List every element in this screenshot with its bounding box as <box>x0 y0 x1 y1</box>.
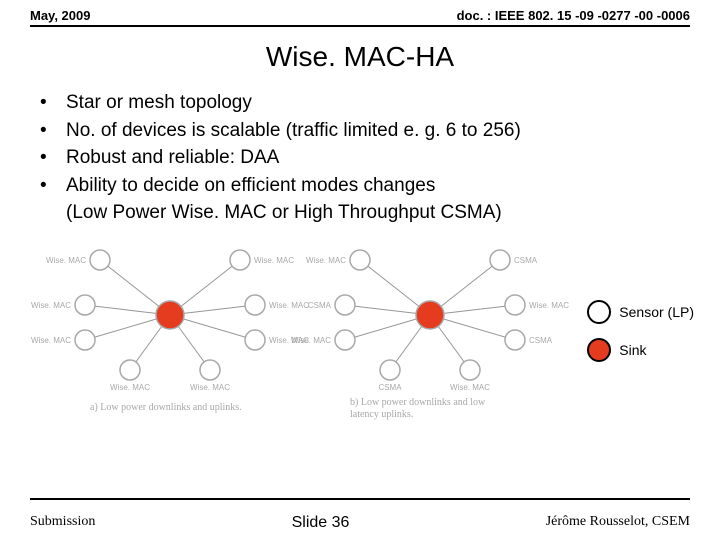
bullet-multiline: Ability to decide on efficient modes cha… <box>66 172 720 227</box>
svg-text:CSMA: CSMA <box>514 256 538 265</box>
svg-text:latency uplinks.: latency uplinks. <box>350 409 413 420</box>
svg-text:Wise. MAC: Wise. MAC <box>190 383 230 392</box>
svg-text:Wise. MAC: Wise. MAC <box>254 256 294 265</box>
legend-swatch-sink <box>587 338 611 362</box>
header-rule <box>30 25 690 27</box>
legend-label-sensor: Sensor (LP) <box>619 304 694 320</box>
legend-row-sensor: Sensor (LP) <box>587 300 694 324</box>
svg-text:CSMA: CSMA <box>308 301 332 310</box>
footer: Submission Slide 36 Jérôme Rousselot, CS… <box>30 514 690 532</box>
bullet-item: •Robust and reliable: DAA <box>40 144 720 172</box>
legend-row-sink: Sink <box>587 338 694 362</box>
svg-text:Wise. MAC: Wise. MAC <box>529 301 569 310</box>
svg-text:Wise. MAC: Wise. MAC <box>269 301 309 310</box>
svg-text:Wise. MAC: Wise. MAC <box>110 383 150 392</box>
svg-text:Wise. MAC: Wise. MAC <box>450 383 490 392</box>
svg-text:Wise. MAC: Wise. MAC <box>291 336 331 345</box>
bullet-item: •No. of devices is scalable (traffic lim… <box>40 117 720 145</box>
footer-left: Submission <box>30 514 95 532</box>
footer-right: Jérôme Rousselot, CSEM <box>546 514 690 532</box>
legend: Sensor (LP) Sink <box>587 300 694 376</box>
slide-title: Wise. MAC-HA <box>0 41 720 73</box>
header-date: May, 2009 <box>30 8 90 23</box>
svg-text:b) Low power downlinks and low: b) Low power downlinks and low <box>350 397 486 408</box>
footer-rule <box>30 498 690 500</box>
bullet-item: •Star or mesh topology <box>40 89 720 117</box>
bullet-list: •Star or mesh topology •No. of devices i… <box>40 89 720 227</box>
footer-center: Slide 36 <box>292 514 350 532</box>
bullet-item: •Ability to decide on efficient modes ch… <box>40 172 720 227</box>
svg-text:CSMA: CSMA <box>378 383 402 392</box>
svg-text:a) Low power downlinks and upl: a) Low power downlinks and uplinks. <box>90 402 242 413</box>
legend-swatch-sensor <box>587 300 611 324</box>
svg-text:Wise. MAC: Wise. MAC <box>31 301 71 310</box>
svg-text:CSMA: CSMA <box>529 336 553 345</box>
svg-text:Wise. MAC: Wise. MAC <box>31 336 71 345</box>
legend-label-sink: Sink <box>619 342 646 358</box>
svg-text:Wise. MAC: Wise. MAC <box>46 256 86 265</box>
header-docref: doc. : IEEE 802. 15 -09 -0277 -00 -0006 <box>457 8 690 23</box>
header-bar: May, 2009 doc. : IEEE 802. 15 -09 -0277 … <box>0 0 720 25</box>
svg-text:Wise. MAC: Wise. MAC <box>306 256 346 265</box>
